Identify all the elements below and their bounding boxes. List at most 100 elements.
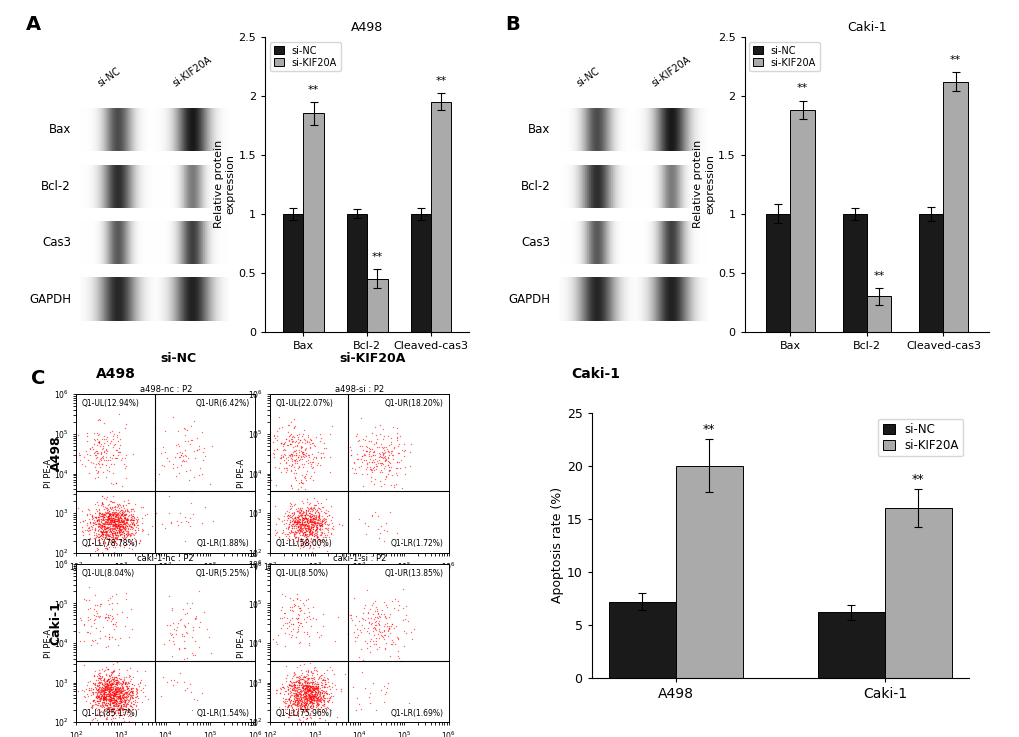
Text: Q1-UR(18.20%): Q1-UR(18.20%) bbox=[384, 399, 443, 408]
Point bbox=[364, 509, 380, 520]
Point bbox=[98, 447, 114, 459]
Point bbox=[274, 601, 290, 613]
Point bbox=[165, 632, 181, 643]
Point bbox=[277, 675, 293, 687]
Point bbox=[106, 707, 122, 719]
Point bbox=[110, 507, 126, 519]
Point bbox=[110, 520, 126, 531]
Point bbox=[297, 539, 313, 551]
Point bbox=[369, 608, 385, 620]
Point bbox=[100, 663, 116, 675]
Point bbox=[309, 691, 325, 703]
Point bbox=[298, 680, 314, 691]
Point bbox=[293, 682, 310, 694]
Point bbox=[388, 434, 405, 446]
Point bbox=[114, 716, 130, 728]
Point bbox=[94, 497, 110, 509]
Point bbox=[103, 510, 119, 522]
Point bbox=[129, 685, 146, 696]
Point bbox=[91, 680, 107, 692]
Point bbox=[103, 693, 119, 705]
Point bbox=[304, 677, 320, 688]
Point bbox=[303, 502, 319, 514]
Point bbox=[286, 598, 303, 610]
Point bbox=[109, 707, 125, 719]
Point bbox=[97, 509, 113, 520]
Point bbox=[302, 547, 318, 559]
Point bbox=[112, 504, 128, 516]
Point bbox=[95, 685, 111, 696]
Point bbox=[301, 694, 317, 706]
Point bbox=[101, 517, 117, 528]
Point bbox=[94, 510, 110, 522]
Point bbox=[100, 511, 116, 523]
Point bbox=[288, 696, 305, 708]
Text: Q1-UR(13.85%): Q1-UR(13.85%) bbox=[384, 568, 443, 578]
Bar bbox=[790, 110, 814, 332]
Point bbox=[96, 437, 112, 449]
Point bbox=[101, 541, 117, 553]
Point bbox=[301, 683, 317, 695]
Point bbox=[294, 696, 311, 708]
Point bbox=[359, 547, 375, 559]
Point bbox=[99, 680, 115, 691]
Point bbox=[118, 677, 135, 689]
Point bbox=[313, 517, 329, 528]
Point bbox=[381, 465, 397, 477]
Point bbox=[287, 671, 304, 682]
Point bbox=[314, 518, 330, 530]
Point bbox=[109, 521, 125, 533]
Point bbox=[105, 519, 121, 531]
Point bbox=[308, 451, 324, 463]
Point bbox=[294, 512, 311, 524]
Point bbox=[137, 665, 153, 677]
Point bbox=[118, 708, 135, 720]
Point bbox=[97, 691, 113, 703]
Point bbox=[103, 707, 119, 719]
Point bbox=[298, 525, 314, 537]
Point bbox=[104, 671, 120, 683]
Point bbox=[109, 519, 125, 531]
Point bbox=[294, 514, 311, 526]
Point bbox=[104, 506, 120, 517]
Point bbox=[310, 690, 326, 702]
Point bbox=[108, 519, 124, 531]
Point bbox=[291, 509, 308, 521]
Point bbox=[117, 699, 133, 710]
Point bbox=[283, 497, 300, 509]
Point bbox=[391, 655, 408, 667]
Point bbox=[388, 422, 405, 433]
Point bbox=[286, 685, 303, 696]
Point bbox=[299, 713, 315, 724]
Point bbox=[109, 522, 125, 534]
Point bbox=[185, 416, 202, 427]
Point bbox=[111, 697, 127, 709]
Point bbox=[285, 413, 302, 425]
Point bbox=[99, 529, 115, 541]
Point bbox=[100, 511, 116, 523]
Point bbox=[119, 510, 136, 522]
Point bbox=[197, 500, 213, 512]
Point bbox=[281, 497, 298, 509]
Point bbox=[164, 650, 180, 662]
Point bbox=[96, 520, 112, 532]
Point bbox=[189, 444, 205, 455]
Point bbox=[300, 695, 316, 707]
Point bbox=[106, 516, 122, 528]
Point bbox=[296, 703, 312, 715]
Point bbox=[283, 706, 300, 718]
Point bbox=[102, 500, 118, 512]
Point bbox=[191, 469, 207, 481]
Point bbox=[103, 668, 119, 680]
Point bbox=[340, 464, 357, 476]
Point bbox=[286, 516, 303, 528]
Point bbox=[186, 649, 203, 660]
Point bbox=[87, 498, 103, 510]
Point bbox=[187, 609, 204, 621]
Point bbox=[302, 684, 318, 696]
Point bbox=[108, 537, 124, 548]
Point bbox=[298, 447, 314, 459]
Point bbox=[324, 690, 340, 702]
Point bbox=[278, 505, 294, 517]
Point bbox=[124, 542, 141, 554]
